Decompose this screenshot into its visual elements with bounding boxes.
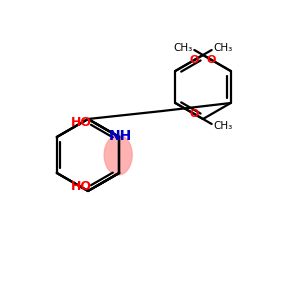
Text: CH₃: CH₃ — [214, 121, 233, 131]
Text: HO: HO — [71, 181, 92, 194]
Ellipse shape — [104, 135, 132, 175]
Text: O: O — [207, 55, 216, 65]
Text: NH: NH — [109, 129, 132, 143]
Text: O: O — [190, 55, 199, 65]
Text: CH₃: CH₃ — [214, 43, 233, 53]
Text: HO: HO — [71, 116, 92, 130]
Text: CH₃: CH₃ — [173, 43, 192, 53]
Text: O: O — [190, 109, 199, 119]
